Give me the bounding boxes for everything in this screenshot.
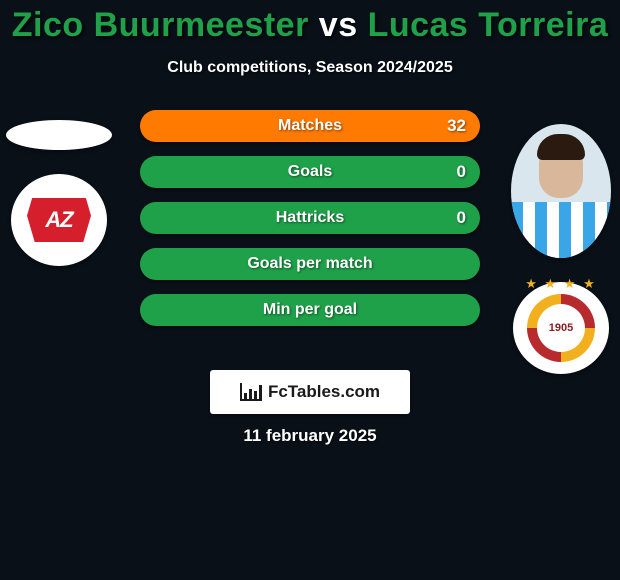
club-logo-text: 1905 bbox=[537, 304, 585, 352]
bar-chart-icon bbox=[240, 383, 262, 401]
left-column: AZ bbox=[4, 110, 114, 266]
stat-bar: Matches 32 bbox=[140, 110, 480, 142]
page-title: Zico Buurmeester vs Lucas Torreira bbox=[0, 0, 620, 45]
brand-badge: FcTables.com bbox=[210, 370, 410, 414]
stat-label: Min per goal bbox=[263, 301, 357, 319]
stat-label: Goals per match bbox=[247, 255, 372, 273]
player2-hair bbox=[537, 134, 585, 160]
player1-club-badge: AZ bbox=[11, 174, 107, 266]
right-column: ★ ★ ★ ★ 1905 bbox=[506, 110, 616, 374]
date-label: 11 february 2025 bbox=[0, 426, 620, 446]
stat-value-right: 0 bbox=[457, 156, 466, 188]
stat-bar: Min per goal bbox=[140, 294, 480, 326]
player2-avatar bbox=[511, 124, 611, 258]
stat-value-right: 0 bbox=[457, 202, 466, 234]
player2-club-badge: ★ ★ ★ ★ 1905 bbox=[513, 282, 609, 374]
title-player2: Lucas Torreira bbox=[368, 6, 609, 44]
club-stars: ★ ★ ★ ★ bbox=[513, 276, 609, 292]
club-logo-text: AZ bbox=[45, 207, 72, 233]
stat-label: Hattricks bbox=[276, 209, 344, 227]
stat-value-right: 32 bbox=[447, 110, 466, 142]
title-player1: Zico Buurmeester bbox=[12, 6, 309, 44]
brand-text: FcTables.com bbox=[268, 382, 380, 402]
stat-label: Goals bbox=[288, 163, 332, 181]
stat-bar: Goals per match bbox=[140, 248, 480, 280]
club-logo-gs: 1905 bbox=[527, 294, 595, 362]
player2-shirt bbox=[511, 202, 611, 258]
comparison-infographic: Zico Buurmeester vs Lucas Torreira Club … bbox=[0, 0, 620, 580]
title-vs: vs bbox=[319, 6, 358, 44]
club-logo-az: AZ bbox=[27, 198, 91, 242]
stat-bars: Matches 32 Goals 0 Hattricks 0 Goals per match… bbox=[140, 110, 480, 340]
subtitle: Club competitions, Season 2024/2025 bbox=[0, 59, 620, 77]
stat-label: Matches bbox=[278, 117, 342, 135]
stat-bar: Hattricks 0 bbox=[140, 202, 480, 234]
player1-avatar bbox=[6, 120, 112, 150]
columns: AZ Matches 32 Goals 0 Hattricks 0 Goals per ma… bbox=[0, 110, 620, 370]
stat-bar: Goals 0 bbox=[140, 156, 480, 188]
